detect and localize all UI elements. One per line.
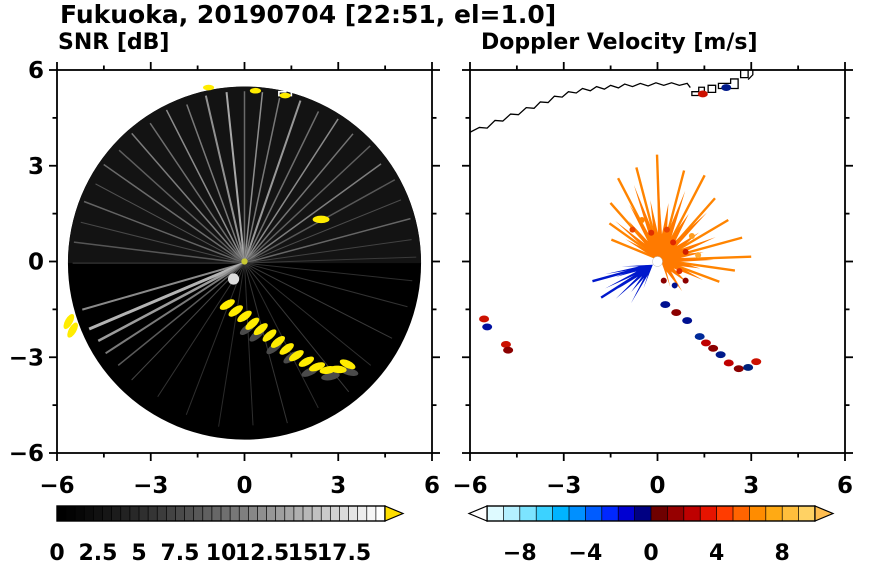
snr-center-dot (241, 258, 248, 265)
velocity-patch (482, 323, 493, 331)
velocity-patch (743, 364, 754, 371)
snr-panel-title: SNR [dB] (58, 30, 170, 55)
velocity-colorbar-label: −4 (569, 541, 603, 566)
velocity-patch (694, 333, 705, 340)
x-tick-label: 3 (743, 473, 759, 499)
snr-colorbar-label: 7.5 (161, 541, 200, 566)
velocity-panel-title: Doppler Velocity [m/s] (481, 30, 758, 55)
velocity-patch (715, 351, 726, 359)
velocity-colorbar-over-arrow (814, 505, 835, 522)
y-tick-label: 6 (28, 58, 44, 84)
velocity-colorbar-label: −8 (503, 541, 537, 566)
velocity-radar-image (470, 70, 762, 373)
y-tick-label: 0 (28, 250, 44, 276)
coastline-structure (278, 86, 293, 97)
velocity-patch (660, 301, 671, 309)
x-tick-label: 6 (837, 473, 853, 499)
coastline (57, 70, 341, 133)
y-tick-label: −6 (9, 441, 44, 467)
x-tick-label: −6 (452, 473, 487, 499)
panel-frame (469, 69, 846, 454)
x-tick-label: −6 (39, 473, 74, 499)
x-tick-label: −3 (546, 473, 581, 499)
snr-colorbar-label: 17.5 (317, 541, 371, 566)
coastline (470, 70, 754, 133)
velocity-colorbar: −8 −4 0 4 8 (467, 505, 835, 566)
coastline-structure (294, 84, 304, 94)
coastline-structure (707, 84, 717, 93)
velocity-patch (503, 346, 514, 354)
axes-panel-1: −6 −3 0 3 6 (452, 62, 853, 499)
snr-colorbar-label: 2.5 (79, 541, 118, 566)
x-tick-label: 0 (649, 473, 665, 499)
coastline-structure (739, 70, 749, 79)
snr-colorbar-label: 5 (131, 541, 146, 566)
x-tick-label: 0 (236, 473, 252, 499)
snr-bright-patch (227, 273, 240, 285)
snr-radar-image (57, 70, 422, 440)
y-tick-label: −3 (9, 345, 44, 371)
velocity-colorbar-label: 4 (709, 541, 724, 566)
velocity-colorbar-label: 0 (643, 541, 658, 566)
velocity-patch (723, 359, 734, 367)
velocity-patch (500, 341, 511, 348)
velocity-patch (697, 90, 708, 98)
velocity-patch (733, 365, 744, 373)
snr-colorbar-label: 15 (288, 541, 319, 566)
velocity-patch (708, 344, 719, 352)
velocity-center-dot (652, 256, 663, 267)
snr-colorbar-label: 0 (49, 541, 64, 566)
snr-colorbar-over-arrow (384, 505, 405, 522)
x-tick-label: 3 (330, 473, 346, 499)
snr-colorbar-label: 12.5 (235, 541, 289, 566)
coastline-structure (326, 70, 336, 79)
coastline-structure (717, 78, 739, 90)
y-tick-label: 3 (28, 154, 44, 180)
velocity-patch (479, 315, 490, 323)
velocity-patch (751, 358, 762, 366)
velocity-patch (700, 339, 711, 347)
panel-frame (56, 69, 433, 454)
axes-panel-0: −6 −3 0 3 6 6 3 0 −3 −6 (9, 58, 440, 499)
figure-title: Fukuoka, 20190704 [22:51, el=1.0] (60, 0, 557, 29)
coastline-structure (304, 78, 326, 90)
velocity-negative-echo (605, 264, 653, 304)
snr-colorbar-label: 10 (206, 541, 237, 566)
velocity-patch (671, 309, 682, 317)
velocity-colorbar-under-arrow (467, 505, 488, 522)
velocity-colorbar-label: 8 (775, 541, 790, 566)
velocity-patch (721, 84, 732, 91)
x-tick-label: −3 (133, 473, 168, 499)
velocity-patch (682, 317, 693, 324)
x-tick-label: 6 (424, 473, 440, 499)
